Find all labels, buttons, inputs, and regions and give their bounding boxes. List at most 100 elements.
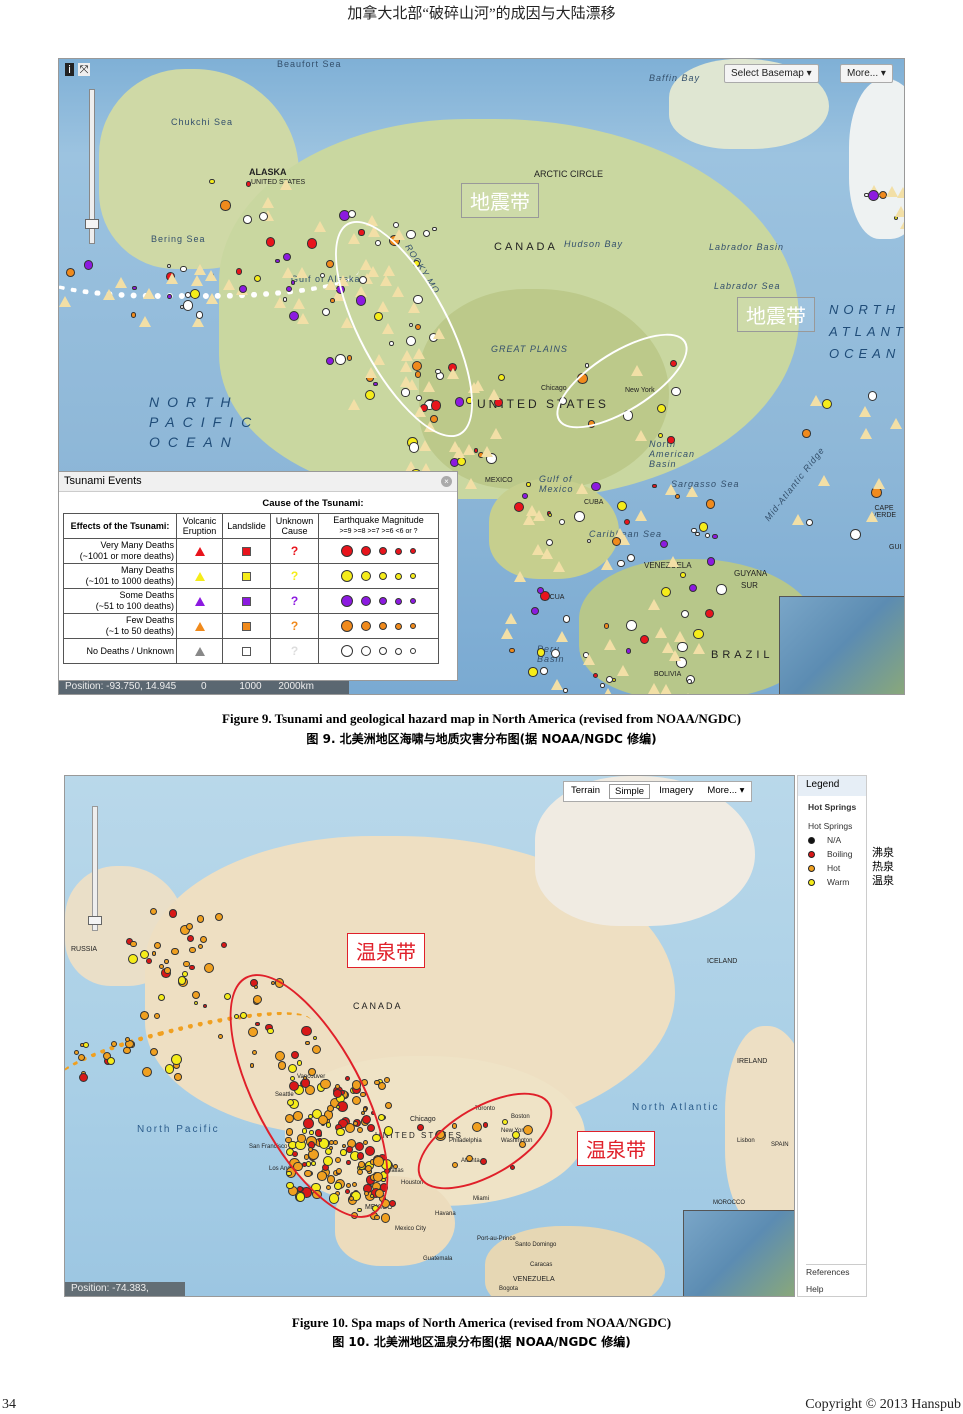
overview-map[interactable]: [779, 596, 904, 694]
scale-label: 2000km: [278, 681, 314, 692]
event-marker: [436, 1130, 445, 1139]
circle-icon: [379, 647, 387, 655]
event-marker: [285, 1128, 294, 1137]
row-sublabel: (~1 to 50 deaths): [105, 626, 174, 636]
event-marker: [689, 584, 698, 593]
event-marker: [319, 272, 326, 278]
event-marker: [180, 265, 187, 273]
event-marker: [359, 276, 367, 285]
zoom-slider-handle[interactable]: [88, 916, 102, 925]
event-marker: [185, 922, 194, 931]
map-label: Beaufort Sea: [277, 59, 342, 69]
event-marker: [179, 925, 190, 935]
simple-button[interactable]: Simple: [609, 784, 651, 799]
map-label: Gulf of Mexico: [539, 474, 574, 494]
event-marker: [240, 1012, 247, 1019]
more-button[interactable]: More... ▾: [840, 64, 893, 83]
zoom-slider-handle[interactable]: [85, 219, 99, 229]
event-marker: [277, 1061, 287, 1071]
event-marker: [346, 355, 353, 362]
event-marker: [563, 688, 568, 693]
more-button[interactable]: More... ▾: [707, 785, 745, 796]
event-marker: [682, 693, 695, 694]
event-marker: [59, 296, 72, 308]
event-marker: [326, 1185, 331, 1190]
event-marker: [307, 1068, 316, 1076]
hot-springs-map[interactable]: RUSSIA CANADA ICELAND IRELAND North Atla…: [64, 775, 795, 1297]
map-label: CANADA: [353, 1001, 403, 1011]
map-label: ALASKA: [249, 167, 287, 177]
triangle-icon: [194, 597, 205, 607]
event-marker: [196, 914, 205, 923]
dot-icon: [808, 865, 815, 873]
select-basemap-button[interactable]: Select Basemap ▾: [724, 64, 819, 83]
zoom-slider[interactable]: [92, 806, 98, 931]
event-marker: [314, 1129, 323, 1137]
overview-map[interactable]: [683, 1210, 794, 1296]
event-marker: [640, 634, 650, 645]
close-icon[interactable]: ×: [441, 476, 452, 487]
event-marker: [249, 1063, 254, 1068]
circle-icon: [410, 548, 416, 554]
page-number: 34: [2, 1397, 16, 1412]
map-label: Labrador Sea: [714, 281, 781, 291]
event-marker: [314, 220, 327, 232]
row-label: Some Deaths: [119, 590, 174, 600]
measure-icon[interactable]: ⤧: [77, 63, 91, 76]
event-marker: [522, 492, 528, 499]
map-label: North Atlantic: [632, 1102, 720, 1113]
circle-icon: [361, 546, 371, 556]
row-label: Very Many Deaths: [100, 540, 174, 550]
map-label: MEXICO: [485, 477, 513, 484]
event-marker: [214, 912, 223, 922]
event-marker: [681, 610, 690, 619]
legend-row: Some Deaths (~51 to 100 deaths)?: [63, 588, 439, 614]
terrain-button[interactable]: Terrain: [571, 785, 601, 796]
event-marker: [335, 1167, 342, 1174]
tsunami-map[interactable]: Beaufort Sea Chukchi Sea Bering Sea ALAS…: [58, 58, 905, 695]
event-marker: [362, 1107, 368, 1113]
imagery-button[interactable]: Imagery: [659, 785, 694, 796]
event-marker: [817, 475, 830, 487]
event-marker: [362, 1140, 368, 1145]
tsunami-legend-table: Effects of the Tsunami: Volcanic Eruptio…: [63, 513, 439, 664]
col-header: Volcanic Eruption: [176, 513, 223, 539]
map-label: Sargasso Sea: [671, 479, 740, 489]
zoom-slider[interactable]: [89, 89, 95, 244]
event-marker: [368, 226, 381, 238]
event-marker: [183, 960, 190, 967]
event-marker: [218, 1033, 224, 1039]
references-link[interactable]: References: [806, 1264, 866, 1277]
event-marker: [413, 405, 426, 417]
event-marker: [676, 657, 687, 668]
event-marker: [575, 483, 588, 495]
event-marker: [274, 1050, 286, 1062]
row-sublabel: (~101 to 1000 deaths): [85, 576, 174, 586]
event-marker: [252, 994, 263, 1005]
event-marker: [270, 981, 275, 986]
event-marker: [374, 1214, 380, 1221]
event-marker: [480, 1157, 488, 1165]
event-marker: [202, 1004, 207, 1009]
row-label: Many Deaths: [120, 565, 174, 575]
event-marker: [328, 1139, 335, 1146]
event-marker: [290, 1050, 300, 1059]
circle-icon: [341, 545, 353, 557]
legend-title: Legend: [798, 776, 866, 796]
event-marker: [166, 294, 172, 299]
event-marker: [296, 312, 309, 324]
help-link[interactable]: Help: [806, 1284, 824, 1294]
circle-icon: [341, 645, 353, 657]
event-marker: [706, 557, 716, 567]
map-label: GUYANA: [734, 569, 768, 578]
event-marker: [860, 427, 873, 439]
info-icon[interactable]: i: [65, 63, 75, 76]
event-marker: [290, 280, 296, 285]
map-label: Guatemala: [423, 1256, 453, 1262]
map-tools[interactable]: i ⤧: [65, 63, 91, 77]
event-marker: [243, 215, 252, 224]
event-marker: [171, 947, 179, 956]
event-marker: [170, 1053, 182, 1065]
map-label: San Francisco: [249, 1144, 288, 1150]
event-marker: [547, 512, 552, 517]
